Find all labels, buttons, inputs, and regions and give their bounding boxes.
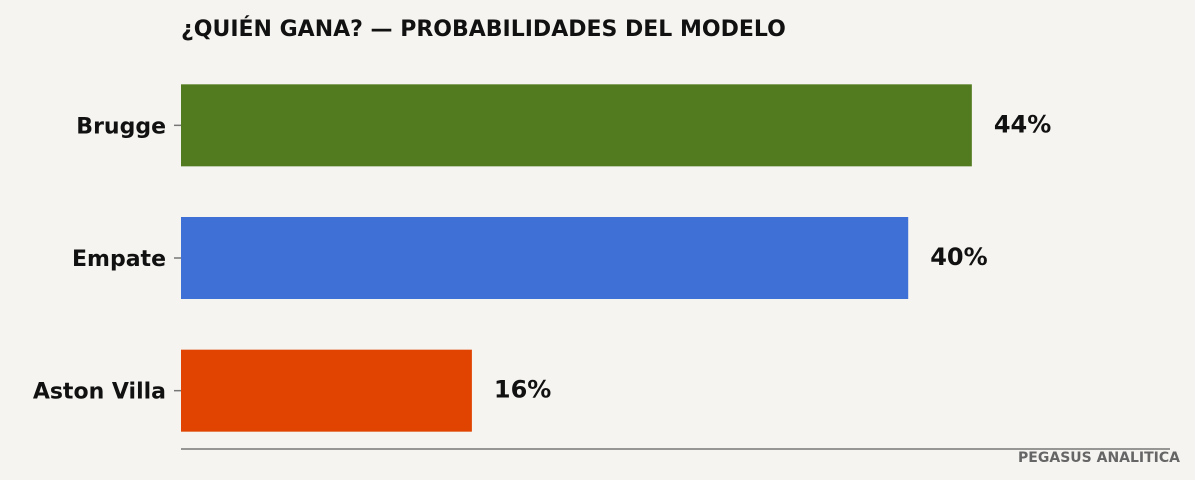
chart-title: ¿QUIÉN GANA? — PROBABILIDADES DEL MODELO: [181, 16, 786, 42]
bar: [181, 84, 972, 167]
value-label: 40%: [930, 243, 987, 271]
y-tick-label: Empate: [72, 247, 166, 272]
source-label: PEGASUS ANALITICA: [1018, 450, 1180, 466]
value-label: 44%: [994, 110, 1051, 138]
value-label: 16%: [494, 376, 551, 404]
y-tick-label: Aston Villa: [33, 380, 166, 405]
bar: [181, 217, 909, 299]
y-tick-label: Brugge: [76, 114, 166, 139]
bar: [181, 349, 472, 432]
